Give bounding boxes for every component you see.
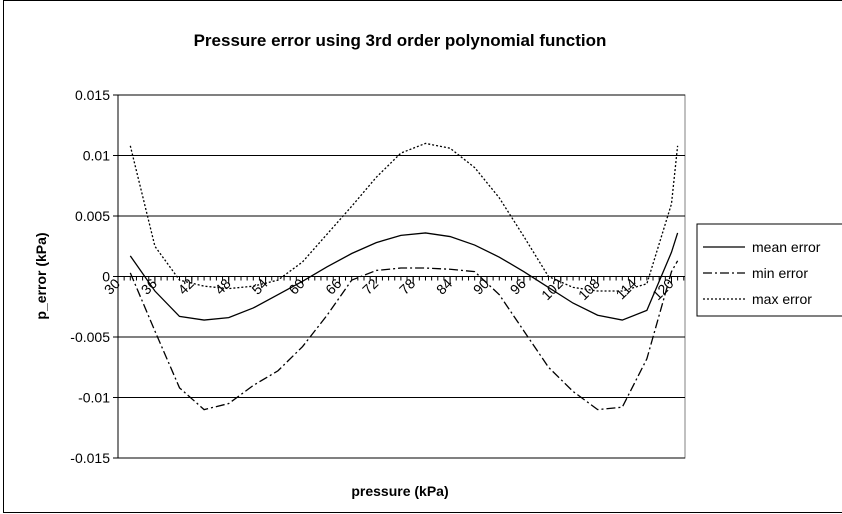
- y-tick-label: 0.005: [75, 208, 110, 224]
- y-axis-label: p_error (kPa): [33, 232, 49, 319]
- y-tick-label: -0.015: [70, 450, 110, 466]
- series-line: [129, 232, 679, 321]
- y-tick-label: 0.015: [75, 87, 110, 103]
- chart-title: Pressure error using 3rd order polynomia…: [194, 31, 607, 50]
- legend-label: mean error: [752, 239, 821, 255]
- legend-label: min error: [752, 265, 808, 281]
- legend-label: max error: [752, 291, 812, 307]
- y-tick-label: 0: [102, 269, 110, 285]
- series-line: [129, 142, 679, 292]
- y-tick-label: -0.01: [78, 390, 110, 406]
- y-tick-label: 0.01: [83, 148, 110, 164]
- x-axis-label: pressure (kPa): [351, 483, 448, 499]
- series-line: [129, 260, 679, 411]
- y-tick-label: -0.005: [70, 329, 110, 345]
- legend-box: [696, 223, 842, 317]
